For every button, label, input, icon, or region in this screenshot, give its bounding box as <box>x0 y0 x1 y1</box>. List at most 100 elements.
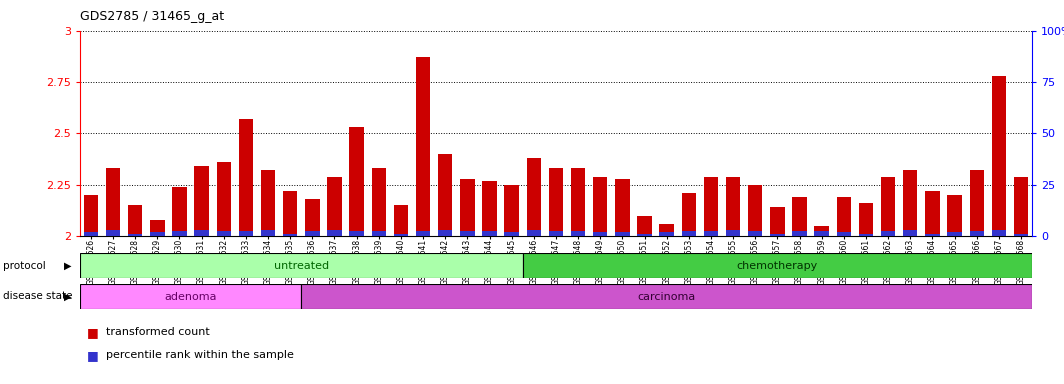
Text: disease state: disease state <box>3 291 72 301</box>
Text: carcinoma: carcinoma <box>637 291 696 302</box>
Bar <box>238 119 253 236</box>
Bar <box>859 234 874 236</box>
Bar <box>571 168 585 236</box>
Bar <box>726 177 741 236</box>
Bar <box>172 187 186 236</box>
Bar <box>549 230 563 236</box>
Bar <box>105 230 120 236</box>
Text: adenoma: adenoma <box>164 291 217 302</box>
Bar <box>394 234 409 236</box>
Bar <box>349 230 364 236</box>
Text: GDS2785 / 31465_g_at: GDS2785 / 31465_g_at <box>80 10 223 23</box>
Bar <box>992 230 1007 236</box>
Bar <box>903 230 917 236</box>
Bar <box>80 284 301 309</box>
Bar <box>549 168 563 236</box>
Bar <box>261 170 276 236</box>
Bar <box>84 195 98 236</box>
Text: ▶: ▶ <box>64 291 71 301</box>
Bar <box>522 253 1032 278</box>
Bar <box>195 166 209 236</box>
Text: ■: ■ <box>87 349 99 362</box>
Bar <box>438 154 452 236</box>
Bar <box>815 226 829 236</box>
Bar <box>748 231 763 236</box>
Bar <box>150 232 165 236</box>
Bar <box>682 231 696 236</box>
Bar <box>947 195 962 236</box>
Bar <box>703 177 718 236</box>
Bar <box>305 231 319 236</box>
Bar <box>593 177 608 236</box>
Text: ■: ■ <box>87 326 99 339</box>
Bar <box>527 158 541 236</box>
Bar <box>283 191 297 236</box>
Bar <box>328 177 342 236</box>
Bar <box>504 232 519 236</box>
Text: protocol: protocol <box>3 261 46 271</box>
Bar <box>482 181 497 236</box>
Bar <box>859 203 874 236</box>
Text: ▶: ▶ <box>64 261 71 271</box>
Bar <box>881 177 895 236</box>
Bar <box>660 224 674 236</box>
Bar <box>815 231 829 236</box>
Bar <box>926 191 940 236</box>
Bar <box>748 185 763 236</box>
Bar <box>301 284 1032 309</box>
Bar <box>504 185 519 236</box>
Bar <box>836 232 851 236</box>
Bar <box>593 232 608 236</box>
Bar <box>793 230 807 236</box>
Bar <box>770 234 784 236</box>
Bar <box>84 232 98 236</box>
Bar <box>615 232 630 236</box>
Bar <box>571 231 585 236</box>
Bar <box>371 168 386 236</box>
Bar <box>682 193 696 236</box>
Bar <box>969 230 984 236</box>
Bar <box>195 230 209 236</box>
Bar <box>1014 177 1028 236</box>
Bar <box>305 199 319 236</box>
Bar <box>416 231 430 236</box>
Bar <box>637 216 652 236</box>
Bar <box>615 179 630 236</box>
Bar <box>527 230 541 236</box>
Bar <box>394 205 409 236</box>
Bar <box>217 162 231 236</box>
Text: untreated: untreated <box>273 261 329 271</box>
Bar <box>128 205 143 236</box>
Bar <box>460 230 475 236</box>
Bar <box>726 230 741 236</box>
Text: chemotherapy: chemotherapy <box>736 261 818 271</box>
Bar <box>283 233 297 236</box>
Bar <box>969 170 984 236</box>
Bar <box>836 197 851 236</box>
Bar <box>172 230 186 236</box>
Bar <box>238 231 253 236</box>
Bar <box>947 232 962 236</box>
Bar <box>903 170 917 236</box>
Bar <box>637 234 652 236</box>
Bar <box>460 179 475 236</box>
Bar <box>482 231 497 236</box>
Bar <box>770 207 784 236</box>
Bar <box>881 230 895 236</box>
Bar <box>660 232 674 236</box>
Bar <box>1014 233 1028 236</box>
Bar <box>328 230 342 236</box>
Bar <box>105 168 120 236</box>
Bar <box>703 230 718 236</box>
Bar <box>371 231 386 236</box>
Bar <box>128 233 143 236</box>
Bar <box>349 127 364 236</box>
Bar <box>80 253 522 278</box>
Bar <box>438 230 452 236</box>
Bar <box>217 230 231 236</box>
Bar <box>926 233 940 236</box>
Bar <box>150 220 165 236</box>
Text: percentile rank within the sample: percentile rank within the sample <box>106 350 295 360</box>
Text: transformed count: transformed count <box>106 327 211 337</box>
Bar <box>793 197 807 236</box>
